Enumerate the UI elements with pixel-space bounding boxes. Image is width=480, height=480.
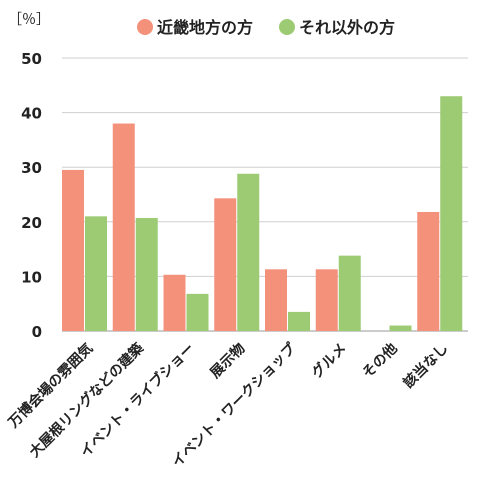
bar-0-3 (214, 198, 237, 331)
x-tick-label: 展示物 (207, 340, 249, 382)
bar-1-0 (85, 216, 107, 331)
bar-0-0 (62, 169, 84, 331)
bar-0-5 (315, 269, 338, 331)
bar-1-1 (135, 217, 158, 331)
y-axis-ticks: 0 10 20 30 40 50 (21, 50, 42, 341)
x-tick-label: その他 (359, 340, 401, 382)
x-tick-label: 該当なし (400, 340, 452, 392)
bar-1-3 (237, 173, 260, 331)
bar-1-5 (338, 255, 361, 331)
y-tick-label: 50 (21, 50, 42, 68)
bar-1-6 (389, 325, 412, 331)
legend-marker-0 (137, 19, 153, 35)
bar-0-7 (417, 211, 440, 331)
bar-1-4 (288, 311, 310, 331)
y-tick-label: 10 (21, 268, 42, 286)
y-axis-label: ［％］ (8, 12, 50, 28)
legend: 近畿地方の方 それ以外の方 (137, 18, 395, 37)
bar-0-2 (163, 274, 186, 331)
legend-marker-1 (279, 19, 295, 35)
bar-0-1 (112, 123, 135, 332)
bar-1-7 (440, 96, 463, 331)
y-tick-label: 20 (21, 214, 42, 232)
bar-0-4 (265, 269, 287, 331)
y-tick-label: 30 (21, 159, 42, 177)
bars (62, 96, 463, 332)
x-tick-label: グルメ (308, 340, 350, 382)
legend-label-0: 近畿地方の方 (157, 18, 253, 37)
x-tick-label: 万博会場の雰囲気 (4, 340, 96, 432)
y-tick-label: 0 (32, 323, 42, 341)
legend-label-1: それ以外の方 (299, 18, 395, 37)
bar-1-2 (186, 293, 209, 331)
y-tick-label: 40 (21, 105, 42, 123)
